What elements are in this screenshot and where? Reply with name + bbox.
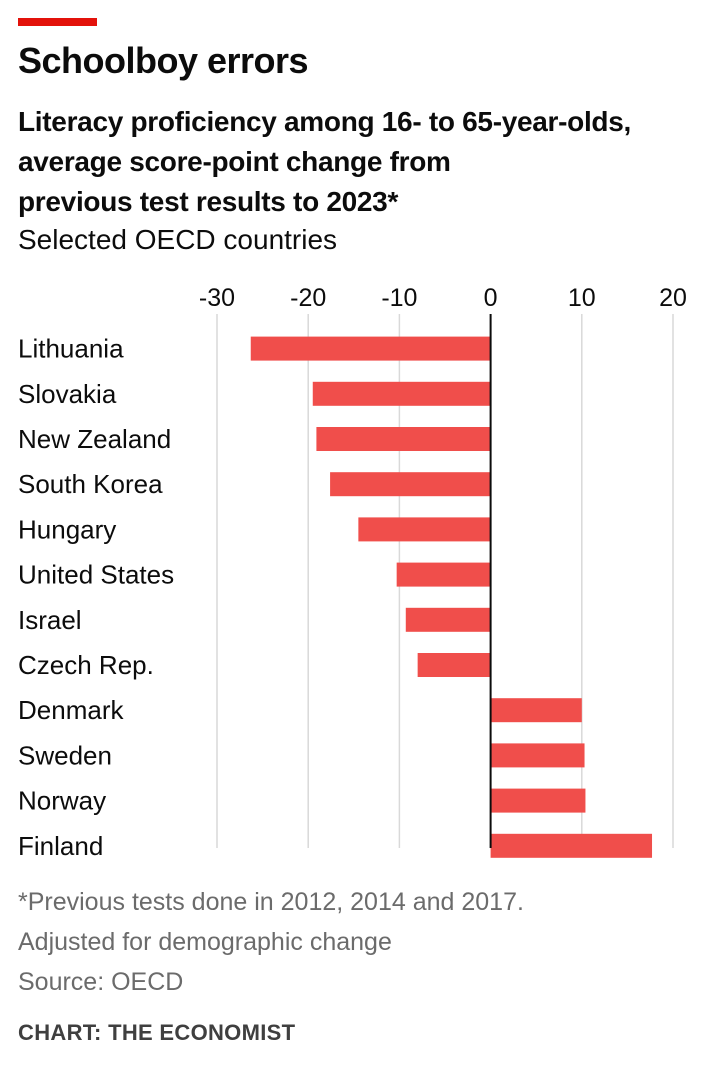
- bar: [312, 381, 491, 406]
- subtitle: Literacy proficiency among 16- to 65-yea…: [18, 102, 698, 222]
- chart-scope: Selected OECD countries: [18, 224, 338, 255]
- category-label: Slovakia: [18, 379, 117, 409]
- x-tick-label: -20: [290, 284, 326, 312]
- bar: [417, 653, 491, 677]
- x-tick-label: 10: [568, 284, 596, 312]
- subtitle-line-3: previous test results to 2023*: [18, 186, 399, 217]
- x-tick-label: 0: [484, 284, 498, 312]
- x-tick-label: -30: [199, 284, 235, 312]
- category-label: South Korea: [18, 469, 163, 499]
- brand-tag: [18, 18, 97, 26]
- category-label: United States: [18, 560, 174, 590]
- category-label: Norway: [18, 786, 106, 816]
- category-label: Czech Rep.: [18, 650, 154, 680]
- footnote: *Previous tests done in 2012, 2014 and 2…: [18, 888, 524, 916]
- bar: [396, 562, 491, 587]
- adjustment-note: Adjusted for demographic change: [18, 928, 392, 956]
- subtitle-line-1: Literacy proficiency among 16- to 65-yea…: [18, 106, 631, 137]
- category-label: Israel: [18, 605, 82, 635]
- bar: [490, 698, 582, 723]
- source-note: Source: OECD: [18, 968, 184, 996]
- subtitle-line-2: average score-point change from: [18, 146, 451, 177]
- category-label: Denmark: [18, 695, 124, 725]
- bar: [490, 833, 653, 858]
- x-tick-label: 20: [659, 284, 687, 312]
- headline: Schoolboy errors: [18, 40, 309, 81]
- bar: [490, 743, 585, 768]
- x-tick-label: -10: [381, 284, 417, 312]
- bar: [316, 427, 491, 451]
- category-label: New Zealand: [18, 424, 171, 454]
- bar: [358, 517, 491, 542]
- bar: [490, 788, 586, 813]
- chart-credit: CHART: THE ECONOMIST: [18, 1020, 296, 1045]
- category-label: Sweden: [18, 740, 112, 770]
- category-label: Hungary: [18, 514, 116, 544]
- category-label: Lithuania: [18, 334, 124, 364]
- bar-chart: -30 -20 -10 0 10 20 Lithuania Slovakia New Zeala…: [18, 284, 687, 860]
- bar: [250, 336, 491, 361]
- bar: [330, 472, 491, 497]
- category-label: Finland: [18, 831, 103, 860]
- bar: [405, 607, 491, 632]
